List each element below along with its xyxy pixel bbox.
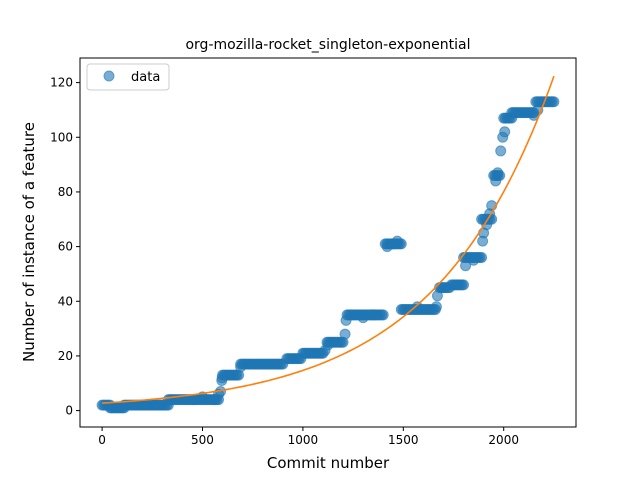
x-tick-label: 500 (191, 433, 214, 447)
y-tick-label: 0 (65, 404, 73, 418)
data-point (430, 301, 442, 313)
data-point (377, 309, 389, 321)
legend-frame (86, 63, 170, 91)
data-point (499, 126, 511, 138)
y-tick-label: 100 (50, 130, 73, 144)
data-point (340, 314, 352, 326)
y-tick-label: 20 (58, 349, 73, 363)
y-tick-label: 60 (58, 240, 73, 254)
legend: data (86, 63, 170, 91)
data-point (367, 309, 379, 321)
data-point (411, 301, 423, 313)
data-point (460, 260, 472, 272)
data-point (492, 167, 504, 179)
x-tick-label: 2000 (488, 433, 519, 447)
y-axis-label: Number of instance of a feature (20, 122, 38, 362)
data-point (357, 312, 369, 324)
y-tick-label: 120 (50, 76, 73, 90)
fit-line (102, 75, 555, 405)
legend-label: data (131, 70, 160, 85)
x-tick-label: 1500 (388, 433, 419, 447)
legend-marker-icon (103, 70, 115, 82)
data-point (216, 372, 228, 384)
data-point (322, 339, 334, 351)
y-tick-label: 80 (58, 185, 73, 199)
y-tick-label: 40 (58, 294, 73, 308)
data-point (468, 254, 480, 266)
data-point (188, 394, 200, 406)
chart-title: org-mozilla-rocket_singleton-exponential (185, 37, 470, 53)
x-tick-label: 0 (98, 433, 106, 447)
data-point (548, 96, 560, 108)
data-point (339, 328, 351, 340)
x-tick-label: 1000 (288, 433, 319, 447)
data-point (458, 279, 470, 291)
data-point (495, 145, 507, 157)
data-point (235, 361, 247, 373)
x-axis-label: Commit number (267, 454, 390, 472)
data-point (387, 238, 399, 250)
plot-frame (79, 57, 577, 428)
